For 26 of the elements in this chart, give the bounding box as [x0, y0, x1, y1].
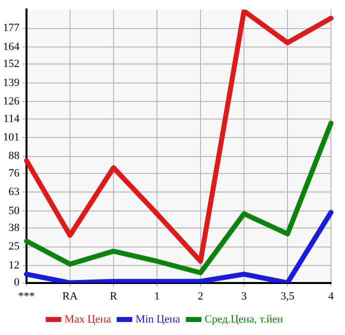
legend-label: Max Цена	[64, 313, 112, 326]
y-tick-label: 114	[3, 112, 20, 125]
y-tick-label: 50	[8, 204, 20, 217]
y-tick-label: 38	[8, 222, 20, 234]
x-tick-label: 2	[198, 290, 204, 302]
x-tick-label: 3	[241, 290, 248, 302]
x-tick-label: 3,5	[280, 290, 295, 302]
y-tick-label: 88	[8, 150, 20, 162]
x-tick-label: 4	[328, 290, 334, 302]
y-tick-label: 101	[3, 131, 20, 144]
x-tick-label: ***	[18, 290, 35, 302]
y-tick-label: 12	[8, 259, 20, 272]
y-tick-label: 0	[14, 276, 20, 289]
y-tick-label: 126	[3, 96, 20, 108]
x-tick-label: RA	[62, 290, 78, 302]
y-tick-label: 164	[3, 40, 20, 53]
legend-label: Min Цена	[135, 313, 180, 326]
y-tick-label: 152	[3, 58, 20, 70]
y-tick-label: 25	[8, 240, 20, 253]
y-tick-label: 139	[3, 76, 20, 89]
y-tick-label: 63	[8, 186, 20, 198]
y-tick-label: 76	[8, 167, 20, 180]
x-tick-label: R	[110, 290, 118, 302]
legend-label: Сред.Цена, т.йен	[204, 313, 284, 326]
x-tick-label: 1	[154, 290, 160, 302]
y-tick-label: 177	[3, 22, 20, 34]
